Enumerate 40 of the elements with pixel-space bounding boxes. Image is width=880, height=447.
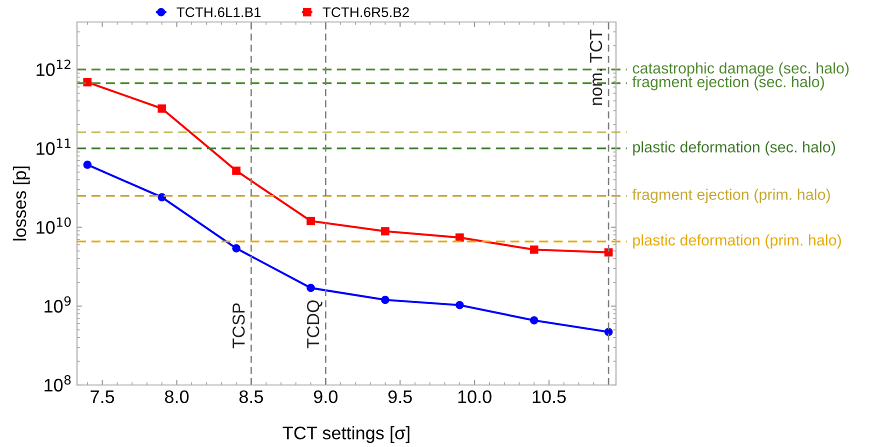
y-tick-label: 10$^{11}$ xyxy=(36,138,70,155)
point xyxy=(83,160,92,169)
x-tick-label: 9.0 xyxy=(314,390,338,404)
point xyxy=(83,78,92,86)
y-tick-label: 10$^{10}$ xyxy=(36,217,71,234)
point xyxy=(158,193,166,202)
point xyxy=(306,216,315,226)
point xyxy=(381,296,390,304)
point xyxy=(530,316,538,325)
point xyxy=(455,233,464,242)
point xyxy=(158,104,166,113)
ref-line-label: nom. TCT xyxy=(590,30,602,105)
x-tick-label: 7.5 xyxy=(90,390,114,404)
point xyxy=(530,245,538,254)
x-tick-label: 8.0 xyxy=(164,390,189,404)
x-tick-label: 10.0 xyxy=(458,390,492,404)
legend-label: TCTH.6L1.B1 xyxy=(176,7,261,18)
ref-line-label: fragment ejection (sec. halo) xyxy=(632,76,824,90)
ref-line-label: fragment ejection (prim. halo) xyxy=(632,188,830,203)
x-axis-title: TCT settings [σ] xyxy=(282,426,410,443)
ref-line-label: catastrophic damage (sec. halo) xyxy=(632,62,849,77)
point xyxy=(604,248,613,257)
y-axis-title: losses [p] xyxy=(12,166,30,240)
point xyxy=(455,300,464,310)
legend-label: TCTH.6R5.B2 xyxy=(322,7,409,18)
point xyxy=(232,166,240,175)
point xyxy=(604,328,613,336)
point xyxy=(306,284,315,292)
x-tick-label: 9.5 xyxy=(388,390,412,404)
x-tick-label: 10.5 xyxy=(532,390,566,404)
point xyxy=(381,227,390,236)
y-tick-label: 10$^{8}$ xyxy=(44,375,71,392)
ref-line-label: TCDQ xyxy=(306,300,322,348)
ref-line-label: plastic deformation (sec. halo) xyxy=(633,141,836,156)
point xyxy=(232,244,240,253)
y-tick-label: 10$^{9}$ xyxy=(44,296,71,313)
x-tick-label: 8.5 xyxy=(239,390,263,404)
ref-line-label: plastic deformation (prim. halo) xyxy=(633,234,841,249)
y-tick-label: 10$^{12}$ xyxy=(36,60,70,76)
ref-line-label: TCSP xyxy=(232,303,245,348)
